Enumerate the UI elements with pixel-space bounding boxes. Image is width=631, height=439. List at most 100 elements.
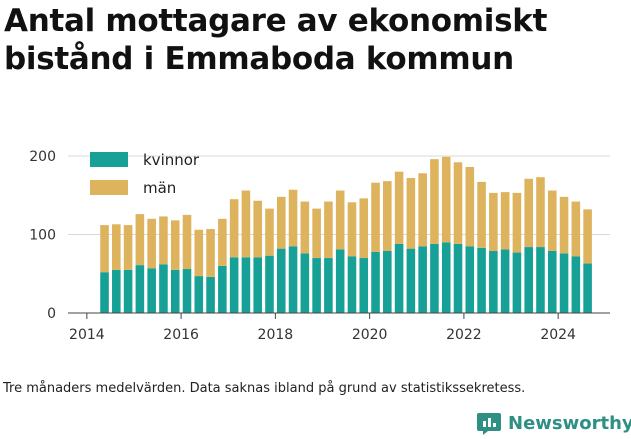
bar-man (265, 208, 274, 256)
bar-man (288, 189, 298, 247)
legend-label: kvinnor (143, 151, 200, 169)
brand-logo[interactable]: Newsworthy (476, 408, 631, 438)
bar-kvinnor (312, 258, 321, 313)
bar-man (312, 208, 321, 259)
bar-man (335, 190, 345, 250)
x-tick-label: 2016 (163, 327, 199, 343)
y-tick-label: 100 (29, 228, 56, 244)
bar-man (489, 192, 498, 251)
bar-man (241, 190, 251, 258)
bar-kvinnor (512, 252, 522, 313)
bar-kvinnor (347, 256, 357, 313)
bar-kvinnor (465, 246, 475, 313)
bar-man (147, 218, 156, 269)
bar-man (547, 190, 557, 251)
bar-man (524, 178, 533, 248)
bar-man (465, 166, 475, 247)
chart-title: Antal mottagare av ekonomiskt bistånd i … (4, 3, 548, 77)
legend-label: män (143, 179, 176, 197)
bar-man (477, 181, 486, 248)
x-tick-label: 2014 (69, 327, 105, 343)
bar-man (194, 229, 204, 277)
bar-man (229, 199, 239, 258)
bar-man (324, 201, 333, 259)
bar-kvinnor (300, 253, 310, 313)
bar-man (583, 209, 592, 264)
bar-kvinnor (430, 243, 439, 313)
bar-kvinnor (123, 269, 133, 313)
bar-kvinnor (159, 264, 168, 313)
bar-man (182, 214, 192, 270)
bar-man (218, 218, 227, 266)
bar-man (159, 216, 168, 265)
bar-man (500, 192, 510, 250)
bar-kvinnor (170, 269, 180, 313)
bar-man (559, 196, 569, 254)
legend-swatch-man (90, 180, 128, 195)
bar-man (441, 156, 451, 243)
bar-kvinnor (100, 272, 109, 313)
bar-man (430, 159, 439, 244)
bar-kvinnor (253, 257, 262, 313)
bar-man (371, 182, 380, 252)
bar-kvinnor (571, 256, 581, 313)
bar-kvinnor (324, 258, 333, 313)
bar-man (123, 225, 133, 270)
chart-area: 0 100 200 2014 2016 2018 2020 2022 2024 kvinnor… (29, 149, 610, 343)
bar-kvinnor (418, 246, 427, 313)
bar-man (383, 181, 392, 251)
bar-kvinnor (394, 243, 404, 313)
bar-kvinnor (371, 251, 380, 313)
bar-man (418, 173, 427, 247)
footnote: Tre månaders medelvärden. Data saknas ib… (3, 381, 526, 396)
bar-kvinnor (536, 247, 545, 313)
bar-kvinnor (206, 276, 215, 313)
bar-kvinnor (218, 265, 227, 313)
bar-kvinnor (265, 255, 274, 313)
bar-kvinnor (112, 269, 121, 313)
bar-man (206, 229, 215, 277)
legend: kvinnor män (90, 151, 200, 197)
bar-man (347, 202, 357, 257)
bar-kvinnor (182, 269, 192, 313)
x-tick-label: 2024 (540, 327, 576, 343)
bar-man (100, 225, 109, 273)
y-tick-label: 0 (47, 306, 56, 322)
bar-kvinnor (500, 249, 510, 313)
bar-kvinnor (359, 258, 369, 313)
bar-kvinnor (383, 250, 392, 313)
legend-swatch-kvinnor (90, 152, 128, 167)
x-axis: 2014 2016 2018 2020 2022 2024 (68, 312, 610, 343)
bar-man (253, 200, 262, 258)
bar-kvinnor (489, 250, 498, 313)
bar-man (406, 177, 416, 249)
brand-name: Newsworthy (508, 412, 631, 434)
y-axis: 0 100 200 (29, 149, 56, 322)
bar-kvinnor (241, 257, 251, 313)
bar-man (135, 214, 145, 266)
bar-kvinnor (547, 250, 557, 313)
bars (100, 156, 592, 313)
bar-man (453, 162, 463, 244)
bar-kvinnor (477, 247, 486, 313)
bar-man (276, 196, 286, 249)
bar-kvinnor (135, 265, 145, 313)
bar-kvinnor (524, 247, 533, 313)
newsworthy-logo-icon (477, 413, 501, 435)
bar-kvinnor (229, 257, 239, 313)
bar-kvinnor (276, 248, 286, 313)
x-tick-label: 2018 (258, 327, 294, 343)
bar-man (394, 171, 404, 244)
bar-man (512, 192, 522, 253)
bar-man (300, 201, 310, 254)
bar-kvinnor (453, 243, 463, 313)
bar-man (359, 198, 369, 259)
bar-kvinnor (147, 268, 156, 313)
bar-kvinnor (194, 276, 204, 313)
x-tick-label: 2022 (446, 327, 482, 343)
bar-kvinnor (288, 246, 298, 313)
bar-kvinnor (583, 263, 592, 313)
y-tick-label: 200 (29, 149, 56, 165)
bar-kvinnor (441, 242, 451, 313)
bar-kvinnor (406, 248, 416, 313)
